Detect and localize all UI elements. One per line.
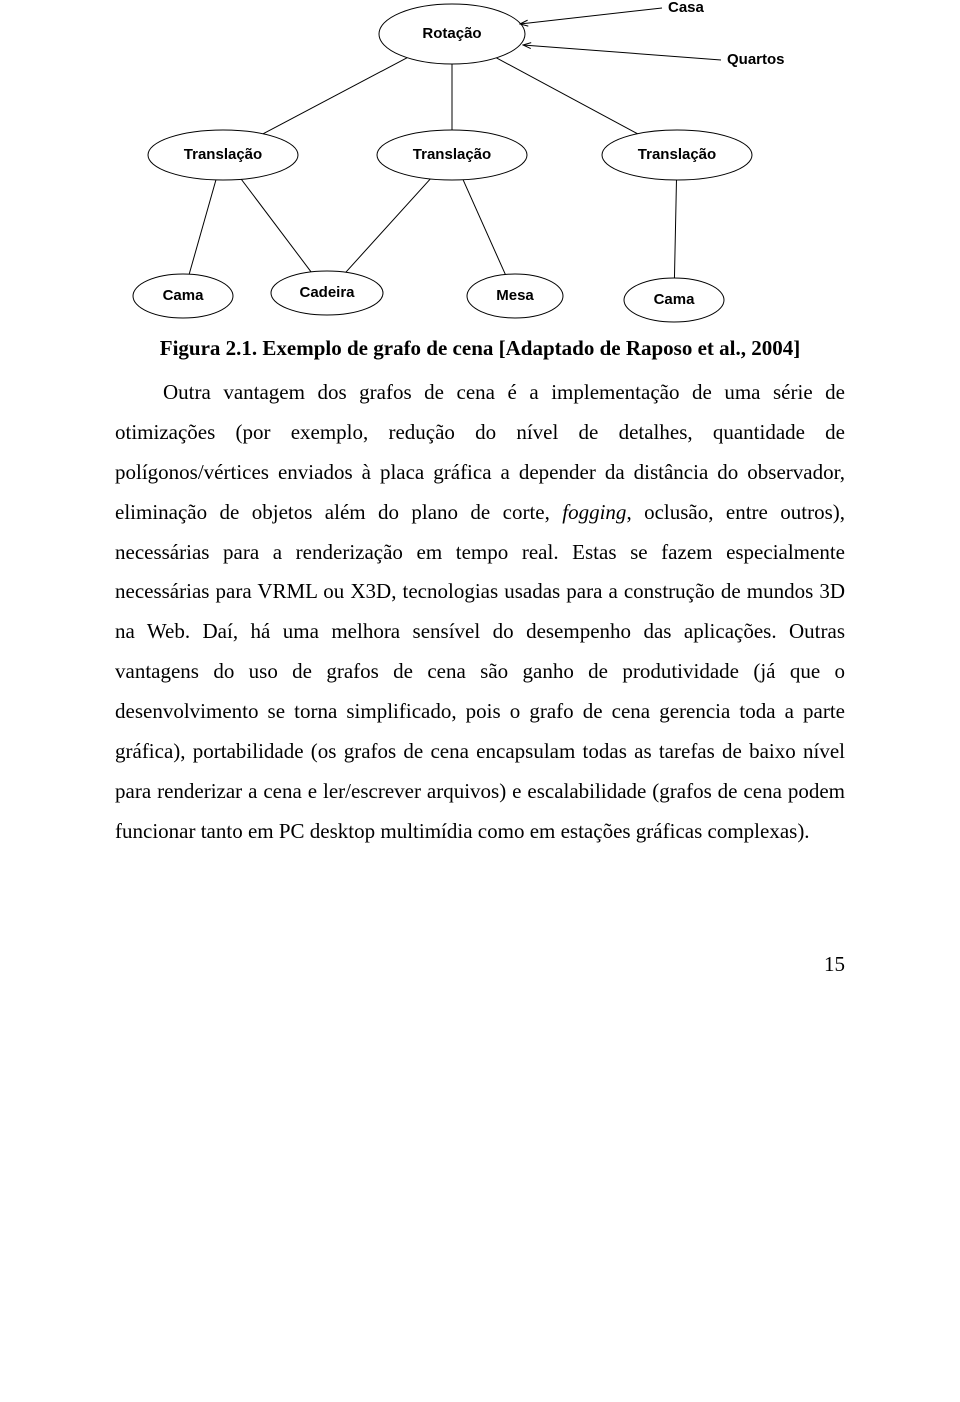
diagram-edge	[496, 58, 637, 134]
paragraph-italic: fogging	[562, 500, 626, 524]
diagram-node: Translação	[602, 130, 752, 180]
diagram-node-label: Cama	[654, 291, 696, 308]
diagram-node: Cadeira	[271, 271, 383, 315]
diagram-node-label: Translação	[184, 146, 262, 163]
diagram-node: Rotação	[379, 4, 525, 64]
diagram-node-label: Translação	[413, 146, 491, 163]
annotation-label: Casa	[668, 0, 705, 16]
paragraph-text-post: , oclusão, entre outros), necessárias pa…	[115, 500, 845, 843]
diagram-edge	[263, 58, 407, 134]
diagram-node: Translação	[148, 130, 298, 180]
diagram-node-label: Cama	[163, 287, 205, 304]
diagram-nodes: Rotação Translação Translação Translação Cam…	[133, 4, 752, 322]
diagram-node: Cama	[133, 274, 233, 318]
diagram-annotations: Casa Quartos	[520, 0, 785, 68]
annotation-arrow	[520, 8, 662, 24]
diagram-edge	[241, 179, 311, 272]
diagram-node: Cama	[624, 278, 724, 322]
diagram-node-label: Rotação	[422, 25, 481, 42]
diagram-node: Mesa	[467, 274, 563, 318]
body-paragraph: Outra vantagem dos grafos de cena é a im…	[115, 373, 845, 852]
diagram-node-label: Mesa	[496, 287, 534, 304]
diagram-node-label: Cadeira	[299, 284, 355, 301]
diagram-edge	[189, 180, 216, 274]
diagram-node: Translação	[377, 130, 527, 180]
diagram-edge	[674, 180, 676, 278]
diagram-node-label: Translação	[638, 146, 716, 163]
page: Rotação Translação Translação Translação Cam…	[0, 0, 960, 1017]
diagram-edge	[346, 179, 431, 272]
annotation-arrow	[523, 45, 721, 60]
diagram-container: Rotação Translação Translação Translação Cam…	[115, 0, 845, 330]
diagram-edge	[463, 180, 505, 275]
figure-caption: Figura 2.1. Exemplo de grafo de cena [Ad…	[115, 336, 845, 361]
annotation-label: Quartos	[727, 51, 785, 68]
scene-graph-diagram: Rotação Translação Translação Translação Cam…	[115, 0, 845, 330]
page-number: 15	[115, 952, 845, 977]
